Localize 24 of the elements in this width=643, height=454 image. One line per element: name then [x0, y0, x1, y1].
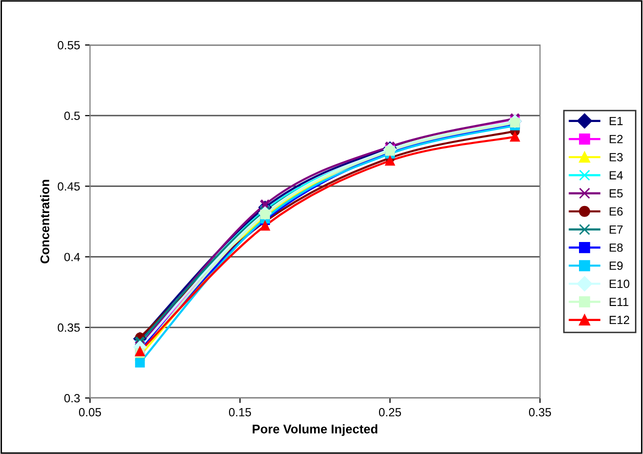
y-tick-label: 0.55 — [58, 41, 80, 50]
x-axis-title: Pore Volume Injected — [252, 424, 378, 436]
y-tick-label: 0.4 — [64, 252, 80, 262]
legend-label: E5 — [610, 189, 623, 198]
x-tick-label: 0.05 — [78, 408, 101, 416]
x-tick-label: 0.25 — [378, 408, 401, 416]
y-tick-label: 0.35 — [58, 323, 80, 332]
y-axis-title: Concentration — [40, 180, 50, 264]
legend-label: E7 — [610, 225, 623, 234]
legend-label: E2 — [610, 134, 623, 144]
legend-label: E4 — [610, 171, 623, 180]
x-tick-label: 0.15 — [228, 408, 251, 416]
legend-label: E3 — [610, 153, 623, 162]
legend-label: E12 — [610, 316, 630, 324]
legend-label: E9 — [610, 262, 623, 270]
legend-label: E11 — [610, 298, 628, 306]
legend-label: E8 — [610, 243, 623, 252]
legend-label: E10 — [610, 280, 630, 288]
y-tick-label: 0.45 — [58, 182, 80, 191]
legend-label: E1 — [610, 116, 623, 126]
y-tick-label: 0.5 — [64, 112, 80, 120]
legend-label: E6 — [610, 207, 623, 216]
y-tick-label: 0.3 — [64, 394, 80, 402]
x-tick-label: 0.35 — [528, 408, 551, 416]
